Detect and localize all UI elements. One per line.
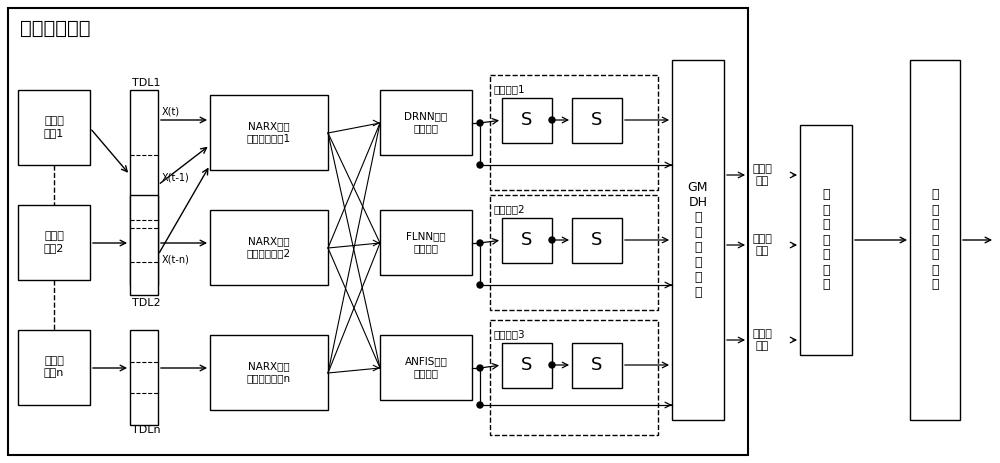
Text: NARX神经
网络温度模型n: NARX神经 网络温度模型n <box>247 361 291 383</box>
Text: X(t): X(t) <box>162 107 180 117</box>
Text: 温度传
感器n: 温度传 感器n <box>44 356 64 378</box>
Circle shape <box>549 362 555 368</box>
Text: NARX神经
网络温度模型2: NARX神经 网络温度模型2 <box>247 236 291 258</box>
Circle shape <box>549 117 555 123</box>
Bar <box>910 60 960 420</box>
Text: 保育期
温度: 保育期 温度 <box>752 164 772 186</box>
Bar <box>18 205 90 280</box>
Text: FLNN神经
网络模型: FLNN神经 网络模型 <box>406 231 446 253</box>
Text: 积分回路1: 积分回路1 <box>494 84 526 94</box>
Bar <box>18 90 90 165</box>
Bar <box>130 195 158 295</box>
Text: ANFIS神经
网络模型: ANFIS神经 网络模型 <box>405 356 447 378</box>
Bar <box>18 330 90 405</box>
Bar <box>130 90 158 285</box>
Bar <box>380 335 472 400</box>
Text: 温
度
适
宜
度
等
级: 温 度 适 宜 度 等 级 <box>931 188 939 292</box>
Text: S: S <box>521 111 533 129</box>
Bar <box>8 8 748 455</box>
Bar <box>210 95 328 170</box>
Bar <box>380 210 472 275</box>
Text: X(t-n): X(t-n) <box>162 255 190 265</box>
Bar <box>572 343 622 388</box>
Bar <box>490 320 658 435</box>
Text: 积分回路2: 积分回路2 <box>494 204 526 214</box>
Text: TDLn: TDLn <box>132 425 161 435</box>
Circle shape <box>477 162 483 168</box>
Text: TDL2: TDL2 <box>132 298 161 308</box>
Text: S: S <box>521 231 533 249</box>
Bar <box>572 218 622 263</box>
Bar <box>380 90 472 155</box>
Circle shape <box>477 120 483 126</box>
Bar <box>572 98 622 143</box>
Bar <box>502 343 552 388</box>
Text: 温度传
感器1: 温度传 感器1 <box>44 116 64 138</box>
Text: GM
DH
神
经
网
络
模
型: GM DH 神 经 网 络 模 型 <box>688 181 708 299</box>
Circle shape <box>477 282 483 288</box>
Circle shape <box>477 240 483 246</box>
Circle shape <box>477 365 483 371</box>
Text: 温
度
等
级
分
类
器: 温 度 等 级 分 类 器 <box>822 188 830 292</box>
Text: S: S <box>591 111 603 129</box>
Bar <box>502 218 552 263</box>
Text: S: S <box>591 356 603 374</box>
Text: 生长期
温度: 生长期 温度 <box>752 234 772 256</box>
Text: S: S <box>591 231 603 249</box>
Text: X(t-1): X(t-1) <box>162 173 190 183</box>
Circle shape <box>477 402 483 408</box>
Bar <box>672 60 724 420</box>
Text: 积分回路3: 积分回路3 <box>494 329 526 339</box>
Text: TDL1: TDL1 <box>132 78 160 88</box>
Bar <box>490 195 658 310</box>
Bar <box>210 210 328 285</box>
Bar <box>210 335 328 410</box>
Text: 温度传
感器2: 温度传 感器2 <box>44 231 64 253</box>
Bar <box>502 98 552 143</box>
Text: 育肥期
温度: 育肥期 温度 <box>752 329 772 351</box>
Bar <box>490 75 658 190</box>
Text: NARX神经
网络温度模型1: NARX神经 网络温度模型1 <box>247 121 291 143</box>
Text: DRNN神经
网络模型: DRNN神经 网络模型 <box>404 111 448 133</box>
Circle shape <box>549 237 555 243</box>
Bar <box>130 330 158 425</box>
Text: 温度检测单元: 温度检测单元 <box>20 19 90 38</box>
Text: S: S <box>521 356 533 374</box>
Bar <box>800 125 852 355</box>
